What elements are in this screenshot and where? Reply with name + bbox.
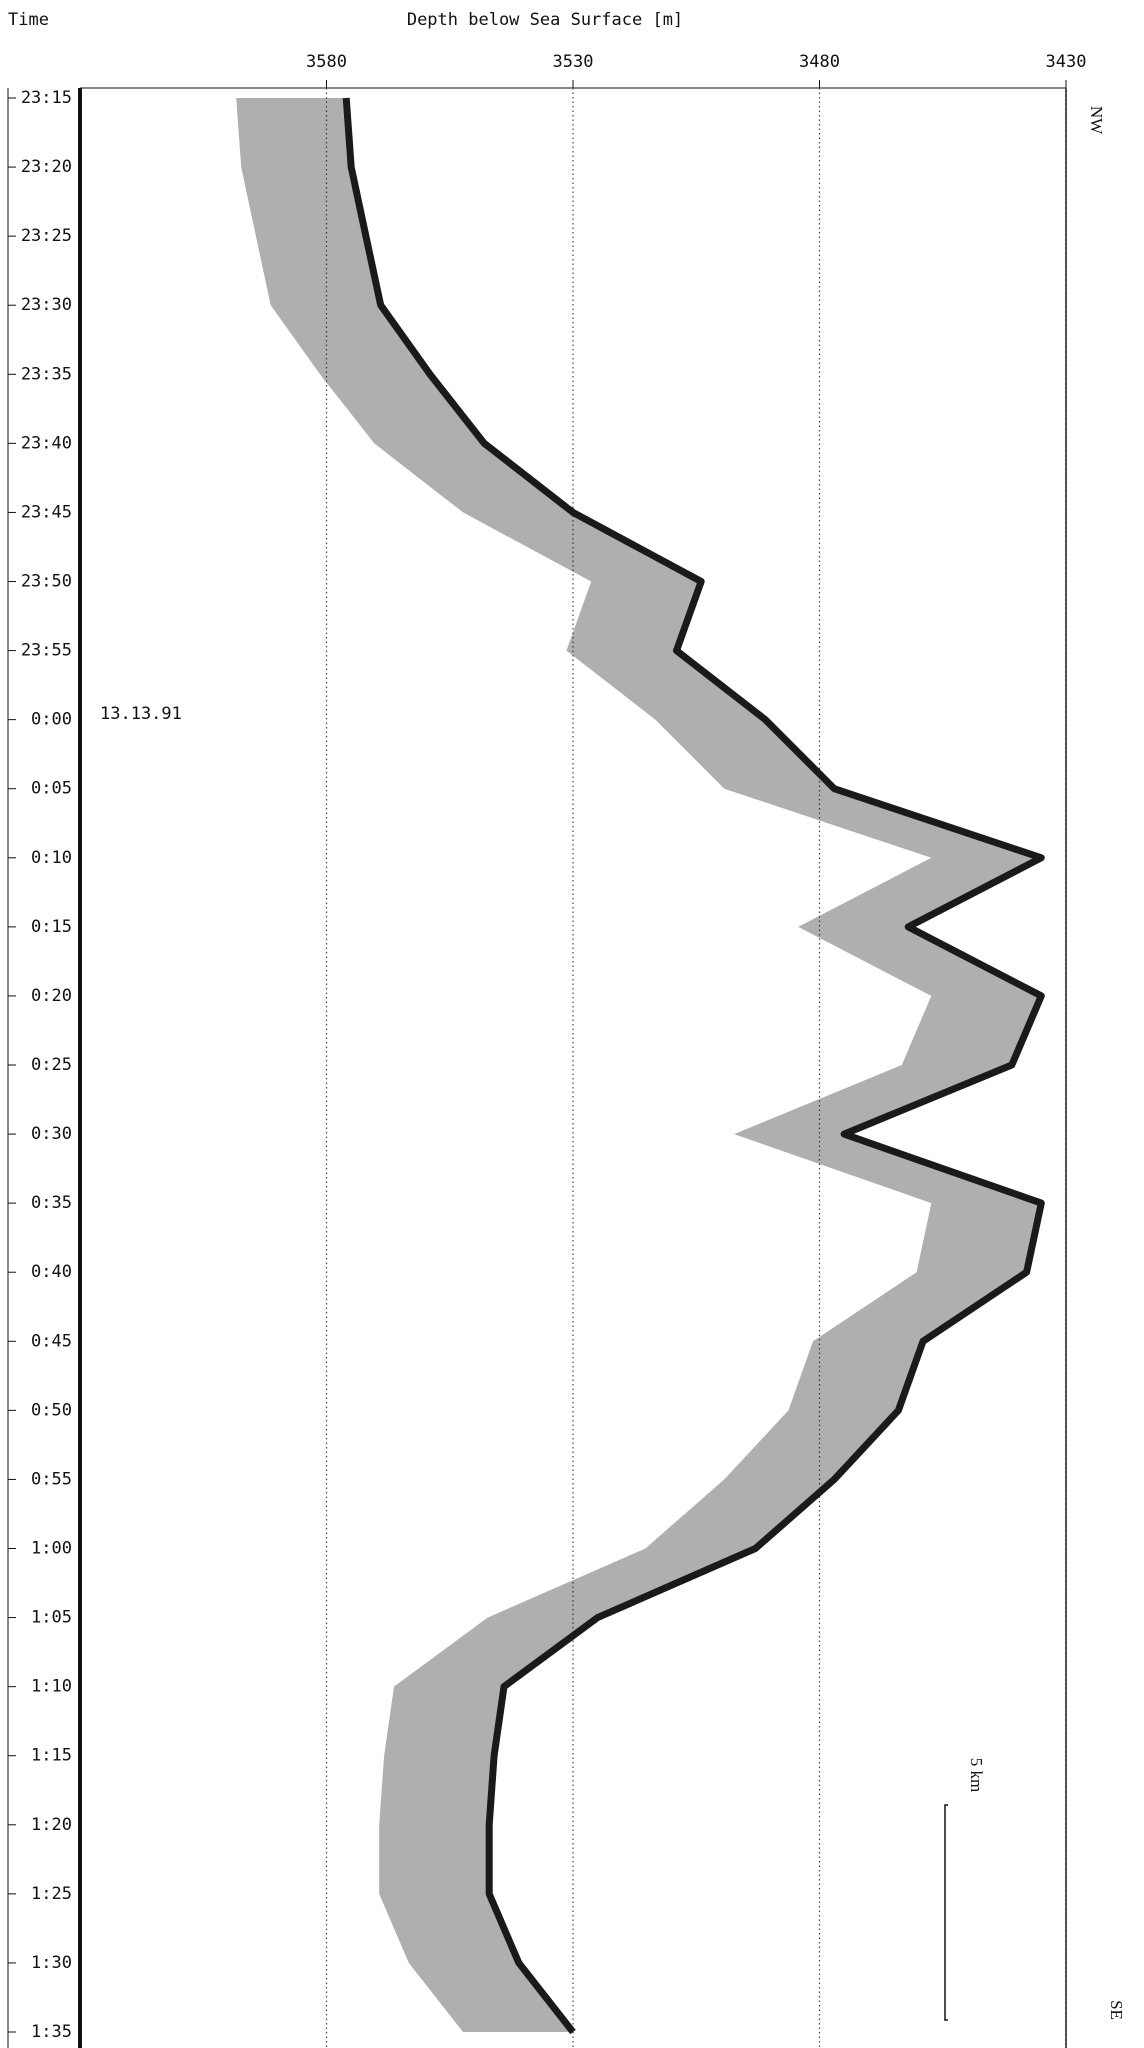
y-tick-label: 0:20 bbox=[31, 986, 72, 1006]
y-tick-label: 1:05 bbox=[31, 1608, 72, 1628]
x-tick-label: 3580 bbox=[306, 52, 347, 72]
y-tick-label: 23:30 bbox=[21, 295, 72, 315]
y-tick-label: 23:50 bbox=[21, 572, 72, 592]
y-tick-label: 0:00 bbox=[31, 710, 72, 730]
y-tick-label: 0:05 bbox=[31, 779, 72, 799]
y-tick-label: 0:40 bbox=[31, 1262, 72, 1282]
y-tick-label: 0:35 bbox=[31, 1193, 72, 1213]
scale-label: 5 km bbox=[967, 1758, 986, 1792]
y-tick-label: 23:55 bbox=[21, 641, 72, 661]
y-tick-label: 0:30 bbox=[31, 1124, 72, 1144]
y-tick-label: 1:00 bbox=[31, 1539, 72, 1559]
y-tick-label: 23:15 bbox=[21, 88, 72, 108]
echo-band bbox=[236, 98, 1042, 2032]
direction-nw: NW bbox=[1087, 106, 1106, 135]
y-tick-label: 23:40 bbox=[21, 433, 72, 453]
y-tick-label: 1:15 bbox=[31, 1746, 72, 1766]
y-tick-label: 1:25 bbox=[31, 1884, 72, 1904]
y-tick-label: 0:50 bbox=[31, 1400, 72, 1420]
y-tick-label: 0:25 bbox=[31, 1055, 72, 1075]
direction-se: SE bbox=[1107, 2000, 1126, 2020]
y-tick-label: 1:20 bbox=[31, 1815, 72, 1835]
seafloor-line bbox=[342, 97, 1045, 2035]
y-axis-label: Time bbox=[8, 10, 49, 30]
y-tick-label: 1:35 bbox=[31, 2022, 72, 2042]
y-tick-label: 0:55 bbox=[31, 1469, 72, 1489]
y-tick-label: 0:45 bbox=[31, 1331, 72, 1351]
chart-title: Depth below Sea Surface [m] bbox=[407, 10, 683, 30]
y-tick-label: 1:10 bbox=[31, 1677, 72, 1697]
y-tick-label: 23:35 bbox=[21, 364, 72, 384]
y-tick-label: 0:15 bbox=[31, 917, 72, 937]
y-tick-label: 23:20 bbox=[21, 157, 72, 177]
x-tick-label: 3430 bbox=[1046, 52, 1087, 72]
y-tick-label: 23:25 bbox=[21, 226, 72, 246]
scale-bar bbox=[944, 1804, 948, 2021]
y-tick-label: 1:30 bbox=[31, 1953, 72, 1973]
y-tick-label: 23:45 bbox=[21, 502, 72, 522]
x-tick-label: 3530 bbox=[553, 52, 594, 72]
y-tick-label: 0:10 bbox=[31, 848, 72, 868]
x-tick-label: 3480 bbox=[799, 52, 840, 72]
date-label: 13.13.91 bbox=[100, 704, 182, 724]
